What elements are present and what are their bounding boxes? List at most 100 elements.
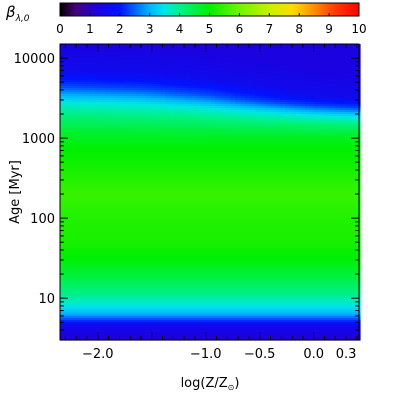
heatmap-cell (175, 238, 181, 241)
heatmap-cell (85, 158, 91, 161)
heatmap-cell (100, 160, 106, 163)
heatmap-cell (195, 308, 201, 311)
heatmap-cell (175, 184, 181, 187)
heatmap-cell (125, 256, 131, 259)
heatmap-cell (160, 178, 166, 181)
heatmap-cell (150, 320, 156, 323)
heatmap-cell (105, 164, 111, 167)
heatmap-cell (165, 238, 171, 241)
heatmap-cell (165, 52, 171, 55)
heatmap-cell (155, 206, 161, 209)
heatmap-cell (90, 228, 96, 231)
heatmap-cell (190, 60, 196, 63)
heatmap-cell (195, 176, 201, 179)
heatmap-cell (70, 100, 76, 103)
heatmap-cell (115, 290, 121, 293)
heatmap-cell (75, 224, 81, 227)
heatmap-cell (80, 136, 86, 139)
heatmap-cell (140, 48, 146, 51)
heatmap-cell (185, 58, 191, 61)
heatmap-cell (215, 188, 221, 191)
heatmap-cell (155, 152, 161, 155)
heatmap-cell (190, 200, 196, 203)
heatmap-cell (80, 270, 86, 273)
heatmap-cell (200, 308, 206, 311)
heatmap-cell (200, 316, 206, 319)
heatmap-cell (90, 168, 96, 171)
heatmap-cell (130, 174, 136, 177)
heatmap-cell (200, 166, 206, 169)
heatmap-cell (120, 140, 126, 143)
heatmap-cell (70, 194, 76, 197)
heatmap-cell (190, 110, 196, 113)
heatmap-cell (90, 314, 96, 317)
heatmap-cell (140, 78, 146, 81)
heatmap-cell (220, 272, 226, 275)
heatmap-cell (105, 268, 111, 271)
heatmap-cell (85, 146, 91, 149)
heatmap-cell (195, 212, 201, 215)
heatmap-cell (85, 94, 91, 97)
heatmap-cell (145, 226, 151, 229)
heatmap-cell (160, 82, 166, 85)
heatmap-cell (175, 196, 181, 199)
heatmap-cell (160, 108, 166, 111)
heatmap-cell (215, 50, 221, 53)
heatmap-cell (95, 114, 101, 117)
heatmap-cell (220, 332, 226, 335)
heatmap-cell (120, 176, 126, 179)
heatmap-cell (135, 182, 141, 185)
heatmap-cell (135, 298, 141, 301)
heatmap-cell (60, 326, 66, 329)
heatmap-cell (85, 46, 91, 49)
heatmap-cell (60, 128, 66, 131)
heatmap-cell (95, 172, 101, 175)
heatmap-cell (210, 72, 216, 75)
heatmap-cell (185, 310, 191, 313)
heatmap-cell (180, 68, 186, 71)
heatmap-cell (160, 118, 166, 121)
heatmap-cell (120, 232, 126, 235)
heatmap-cell (140, 314, 146, 317)
heatmap-cell (175, 188, 181, 191)
heatmap-cell (85, 106, 91, 109)
heatmap-cell (170, 256, 176, 259)
heatmap-cell (145, 134, 151, 137)
heatmap-cell (110, 102, 116, 105)
heatmap-cell (125, 308, 131, 311)
heatmap-cell (130, 102, 136, 105)
heatmap-cell (100, 224, 106, 227)
heatmap-cell (75, 100, 81, 103)
heatmap-cell (140, 316, 146, 319)
heatmap-cell (95, 304, 101, 307)
heatmap-cell (60, 166, 66, 169)
heatmap-cell (125, 306, 131, 309)
heatmap-cell (110, 284, 116, 287)
heatmap-cell (185, 218, 191, 221)
heatmap-cell (80, 60, 86, 63)
heatmap-cell (185, 240, 191, 243)
heatmap-cell (205, 96, 211, 99)
heatmap-cell (135, 230, 141, 233)
heatmap-cell (85, 142, 91, 145)
heatmap-cell (75, 306, 81, 309)
heatmap-cell (120, 110, 126, 113)
heatmap-cell (170, 208, 176, 211)
heatmap-cell (200, 130, 206, 133)
heatmap-cell (150, 48, 156, 51)
heatmap-cell (145, 150, 151, 153)
heatmap-cell (60, 244, 66, 247)
heatmap-cell (85, 280, 91, 283)
heatmap-cell (75, 82, 81, 85)
heatmap-cell (215, 162, 221, 165)
heatmap-cell (220, 86, 226, 89)
heatmap-cell (165, 288, 171, 291)
heatmap-cell (195, 252, 201, 255)
heatmap-cell (100, 190, 106, 193)
heatmap-cell (155, 302, 161, 305)
heatmap-cell (220, 106, 226, 109)
heatmap-cell (210, 336, 216, 339)
heatmap-cell (120, 186, 126, 189)
heatmap-cell (225, 104, 231, 107)
heatmap-cell (95, 270, 101, 273)
